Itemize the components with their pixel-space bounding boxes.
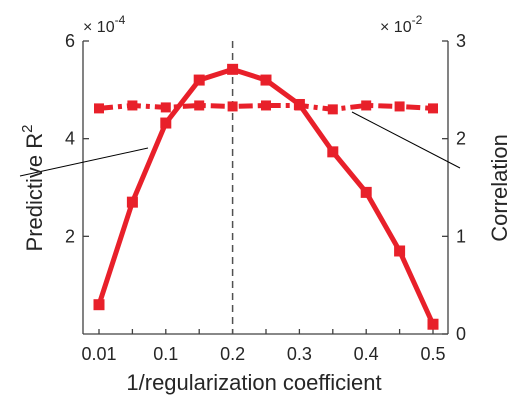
series-1-point (360, 186, 372, 198)
right-y-ticks: 0 1 2 3 (442, 31, 466, 344)
left-y-tick-label: 4 (65, 129, 75, 149)
series-2-point (160, 102, 171, 113)
series-1-point (160, 117, 172, 129)
series-2-point (361, 100, 372, 111)
right-series-leader-line (351, 111, 461, 169)
right-y-tick-label: 1 (456, 226, 466, 246)
series-2-point (227, 101, 238, 112)
left-axis-title: Predictive R2 (19, 125, 47, 252)
left-axis-multiplier: × 10-4 (83, 13, 126, 36)
x-axis-title: 1/regularization coefficient (126, 370, 381, 395)
series-2-point (94, 103, 104, 114)
left-y-ticks: 2 4 6 (65, 31, 89, 246)
left-y-tick-label: 6 (65, 31, 75, 51)
left-y-tick-label: 2 (65, 226, 75, 246)
x-tick-label: 0.3 (287, 344, 312, 364)
series-1-point (327, 146, 339, 158)
series-2-point (394, 101, 405, 112)
series-2-point (194, 100, 205, 111)
right-axis-multiplier: × 10-2 (380, 13, 423, 36)
series-1-point (394, 245, 406, 257)
series-layer (93, 63, 439, 330)
right-y-tick-label: 0 (456, 324, 466, 344)
x-tick-label: 0.2 (220, 344, 245, 364)
series-1-point (227, 63, 239, 75)
left-series-leader-line (19, 147, 149, 177)
series-1-point (193, 74, 205, 86)
x-ticks: 0.01 0.1 0.2 0.3 0.4 0.5 (81, 329, 446, 364)
right-y-tick-label: 3 (456, 31, 466, 51)
x-tick-label: 0.1 (153, 344, 178, 364)
series-2-point (327, 104, 338, 115)
series-1-point (126, 196, 138, 208)
series-2-point (261, 100, 271, 111)
right-axis-title: Correlation (487, 134, 512, 242)
series-1-point (260, 74, 272, 86)
series-2-point (294, 100, 305, 111)
x-tick-label: 0.5 (420, 344, 445, 364)
series-1-point (427, 318, 439, 330)
x-tick-label: 0.4 (354, 344, 379, 364)
right-y-tick-label: 2 (456, 129, 466, 149)
series-2-point (127, 100, 138, 111)
series-1-point (93, 299, 105, 311)
series-2-point (428, 103, 438, 114)
x-tick-label: 0.01 (81, 344, 116, 364)
